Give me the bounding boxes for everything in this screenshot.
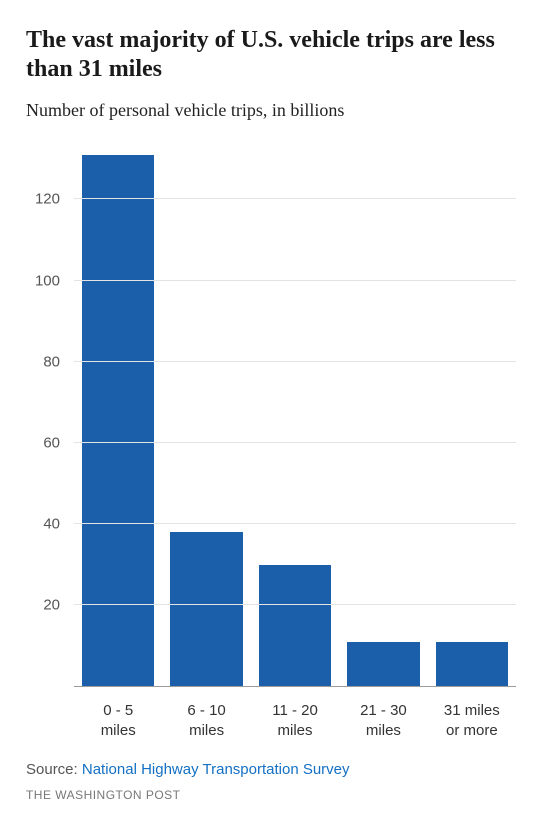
x-tick-label: 31 milesor more (428, 701, 516, 742)
x-tick-label: 21 - 30miles (339, 701, 427, 742)
x-axis-labels: 0 - 5miles6 - 10miles11 - 20miles21 - 30… (74, 701, 516, 742)
y-tick-label: 60 (43, 434, 74, 451)
x-tick-label: 0 - 5miles (74, 701, 162, 742)
bar-column (339, 155, 427, 687)
chart-title: The vast majority of U.S. vehicle trips … (26, 26, 518, 84)
y-tick-label: 100 (35, 272, 74, 289)
gridline (74, 361, 516, 362)
y-tick-label: 20 (43, 597, 74, 614)
y-tick-label: 40 (43, 516, 74, 533)
x-tick-label: 11 - 20miles (251, 701, 339, 742)
bar (170, 532, 242, 686)
y-tick-label: 80 (43, 353, 74, 370)
x-axis-baseline (74, 686, 516, 687)
gridline (74, 280, 516, 281)
bar (347, 642, 419, 687)
bar-chart: 20406080100120 0 - 5miles6 - 10miles11 -… (26, 155, 516, 741)
source-line: Source: National Highway Transportation … (26, 761, 518, 778)
bar-column (428, 155, 516, 687)
bars-container (74, 155, 516, 687)
source-prefix: Source: (26, 761, 82, 778)
gridline (74, 523, 516, 524)
x-tick-label: 6 - 10miles (162, 701, 250, 742)
bar (82, 155, 154, 687)
gridline (74, 198, 516, 199)
source-link[interactable]: National Highway Transportation Survey (82, 761, 350, 778)
bar-column (162, 155, 250, 687)
bar (436, 642, 508, 687)
plot-area: 20406080100120 (74, 155, 516, 687)
chart-subtitle: Number of personal vehicle trips, in bil… (26, 100, 518, 121)
bar-column (251, 155, 339, 687)
y-tick-label: 120 (35, 191, 74, 208)
bar-column (74, 155, 162, 687)
gridline (74, 442, 516, 443)
bar (259, 565, 331, 687)
credit-line: THE WASHINGTON POST (26, 788, 518, 802)
gridline (74, 604, 516, 605)
